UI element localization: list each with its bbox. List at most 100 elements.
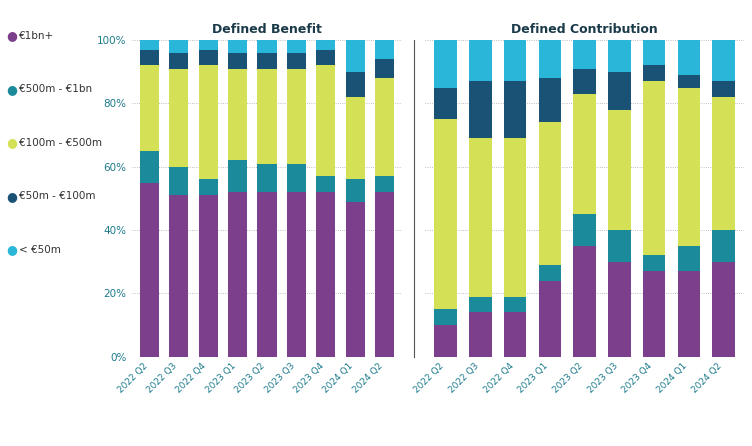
Bar	[712, 40, 735, 81]
Bar	[228, 69, 247, 161]
Bar	[643, 66, 666, 81]
Bar	[573, 94, 596, 215]
Text: ●: ●	[6, 83, 17, 96]
Bar	[678, 246, 700, 271]
Bar	[346, 179, 365, 202]
Bar	[678, 271, 700, 357]
Bar	[573, 215, 596, 246]
Bar	[375, 78, 394, 176]
Bar	[643, 81, 666, 256]
Bar	[504, 313, 526, 357]
Bar	[375, 192, 394, 357]
Bar	[140, 151, 159, 183]
Bar	[643, 40, 666, 66]
Bar	[573, 69, 596, 94]
Bar	[435, 87, 457, 120]
Bar	[538, 123, 561, 265]
Bar	[608, 72, 631, 110]
Bar	[317, 50, 335, 66]
Bar	[469, 81, 492, 138]
Bar	[375, 176, 394, 192]
Bar	[643, 271, 666, 357]
Text: ●: ●	[6, 29, 17, 42]
Bar	[712, 262, 735, 357]
Bar	[538, 78, 561, 123]
Text: €1bn+: €1bn+	[19, 31, 54, 41]
Text: < €50m: < €50m	[19, 245, 61, 255]
Bar	[608, 262, 631, 357]
Bar	[712, 230, 735, 262]
Text: €500m - €1bn: €500m - €1bn	[19, 84, 92, 94]
Bar	[504, 81, 526, 138]
Bar	[257, 53, 277, 69]
Bar	[199, 195, 217, 357]
Bar	[435, 120, 457, 310]
Bar	[469, 313, 492, 357]
Bar	[199, 179, 217, 195]
Bar	[199, 50, 217, 66]
Bar	[608, 230, 631, 262]
Bar	[257, 69, 277, 164]
Text: ●: ●	[6, 190, 17, 203]
Bar	[228, 53, 247, 69]
Bar	[287, 53, 306, 69]
Bar	[199, 66, 217, 179]
Bar	[678, 87, 700, 246]
Bar	[317, 176, 335, 192]
Bar	[538, 265, 561, 281]
Bar	[375, 40, 394, 59]
Text: ●: ●	[6, 136, 17, 149]
Bar	[469, 40, 492, 81]
Bar	[140, 40, 159, 50]
Bar	[346, 202, 365, 357]
Bar	[712, 81, 735, 97]
Bar	[435, 40, 457, 87]
Bar	[435, 310, 457, 325]
Bar	[287, 40, 306, 53]
Bar	[317, 66, 335, 176]
Bar	[228, 40, 247, 53]
Bar	[469, 138, 492, 297]
Bar	[287, 164, 306, 192]
Bar	[257, 40, 277, 53]
Bar	[538, 281, 561, 357]
Bar	[678, 75, 700, 87]
Bar	[287, 192, 306, 357]
Title: Defined Benefit: Defined Benefit	[212, 23, 322, 36]
Bar	[678, 40, 700, 75]
Bar	[317, 40, 335, 50]
Bar	[608, 40, 631, 72]
Bar	[375, 59, 394, 78]
Text: ●: ●	[6, 243, 17, 256]
Bar	[228, 161, 247, 192]
Bar	[228, 192, 247, 357]
Bar	[504, 297, 526, 313]
Bar	[346, 40, 365, 72]
Bar	[169, 195, 188, 357]
Bar	[504, 138, 526, 297]
Bar	[573, 246, 596, 357]
Bar	[140, 66, 159, 151]
Bar	[346, 97, 365, 179]
Bar	[643, 256, 666, 271]
Bar	[608, 110, 631, 230]
Bar	[140, 183, 159, 357]
Bar	[199, 40, 217, 50]
Bar	[435, 325, 457, 357]
Bar	[346, 72, 365, 97]
Bar	[169, 167, 188, 195]
Bar	[504, 40, 526, 81]
Bar	[469, 297, 492, 313]
Text: €50m - €100m: €50m - €100m	[19, 191, 96, 201]
Bar	[169, 40, 188, 53]
Bar	[169, 53, 188, 69]
Title: Defined Contribution: Defined Contribution	[511, 23, 658, 36]
Bar	[169, 69, 188, 167]
Bar	[257, 192, 277, 357]
Bar	[317, 192, 335, 357]
Bar	[712, 97, 735, 230]
Bar	[287, 69, 306, 164]
Text: €100m - €500m: €100m - €500m	[19, 138, 102, 148]
Bar	[257, 164, 277, 192]
Bar	[538, 40, 561, 78]
